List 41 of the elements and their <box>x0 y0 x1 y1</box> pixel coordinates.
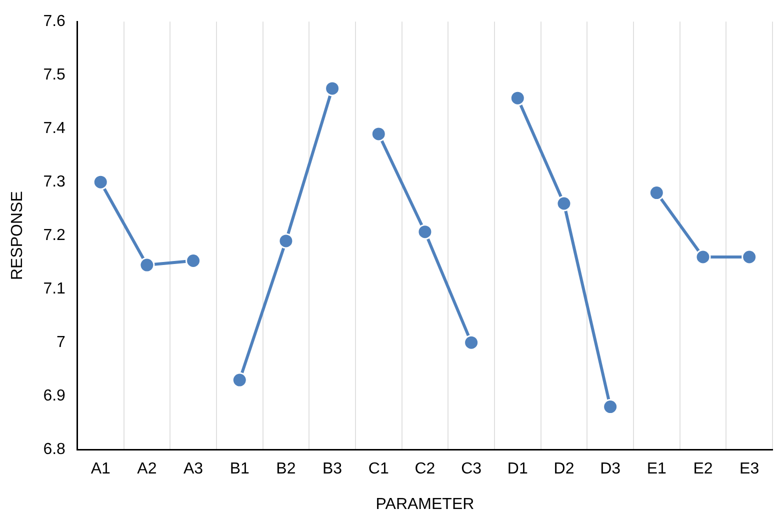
point <box>695 249 711 265</box>
x-tick-label: A1 <box>90 460 110 478</box>
point <box>232 372 248 388</box>
point <box>417 224 433 240</box>
point <box>510 90 526 106</box>
point <box>602 399 618 415</box>
point <box>648 185 664 201</box>
y-tick-label: 7.5 <box>43 66 66 84</box>
x-tick-label: A2 <box>137 460 157 478</box>
x-tick-label: B1 <box>230 460 250 478</box>
x-tick-label: D1 <box>507 460 528 478</box>
x-tick-label: B2 <box>276 460 296 478</box>
x-tick-label: D2 <box>554 460 574 478</box>
y-tick-label: 7.3 <box>43 174 66 191</box>
point <box>278 233 294 249</box>
point <box>370 126 386 142</box>
x-tick-label: C1 <box>368 460 389 478</box>
x-tick-label: E3 <box>740 460 760 478</box>
y-tick-label: 6.9 <box>43 388 66 405</box>
y-tick-label: 6.8 <box>43 441 66 458</box>
point <box>556 196 572 212</box>
point <box>324 80 340 96</box>
x-tick-label: B3 <box>322 460 342 478</box>
x-tick-label: C3 <box>461 460 482 478</box>
point <box>92 174 108 190</box>
x-tick-label: C2 <box>414 460 436 478</box>
x-tick-label: A3 <box>183 460 204 478</box>
y-tick-label: 7.4 <box>43 120 66 138</box>
point <box>139 257 155 273</box>
point <box>742 249 758 265</box>
y-tick-label: 7.6 <box>43 13 66 30</box>
y-tick-label: 7.1 <box>43 280 66 298</box>
y-tick-label: 7 <box>56 334 66 352</box>
point <box>464 334 480 350</box>
x-tick-label: E2 <box>693 460 713 478</box>
x-tick-label: E1 <box>646 460 667 478</box>
x-tick-label: D3 <box>600 460 621 478</box>
y-tick-label: 7.2 <box>43 227 66 244</box>
y-axis-title: RESPONSE <box>9 191 26 280</box>
x-axis-title: PARAMETER <box>376 496 474 513</box>
point <box>186 252 202 268</box>
